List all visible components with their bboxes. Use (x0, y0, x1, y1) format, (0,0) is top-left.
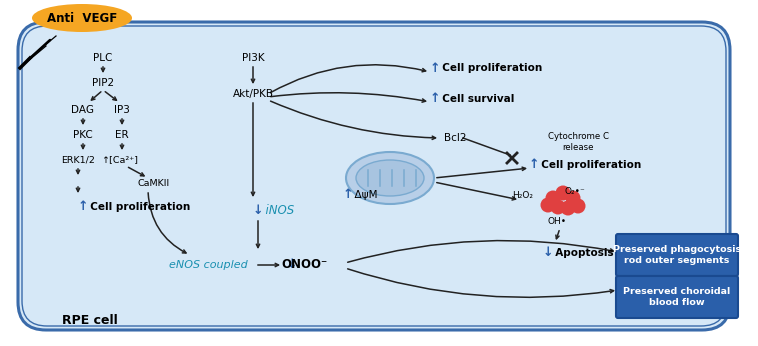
FancyBboxPatch shape (616, 276, 738, 318)
Text: ↑: ↑ (78, 200, 88, 213)
Text: ↓: ↓ (287, 258, 297, 272)
Text: Cell proliferation: Cell proliferation (534, 160, 641, 170)
Text: OH•: OH• (547, 218, 566, 227)
Text: ONOO⁻: ONOO⁻ (282, 258, 328, 272)
Circle shape (560, 200, 575, 216)
Circle shape (571, 199, 585, 213)
Text: Anti  VEGF: Anti VEGF (47, 11, 117, 25)
Text: PLC: PLC (93, 53, 113, 63)
Text: ↑: ↑ (529, 158, 539, 172)
Text: PIP2: PIP2 (92, 78, 114, 88)
Text: ↑: ↑ (343, 189, 353, 201)
Ellipse shape (346, 152, 434, 204)
Text: CaMKII: CaMKII (138, 180, 170, 189)
Text: IP3: IP3 (114, 105, 130, 115)
Text: ↑[Ca²⁺]: ↑[Ca²⁺] (102, 155, 139, 164)
Text: Bcl2: Bcl2 (443, 133, 466, 143)
Text: Cytochrome C
release: Cytochrome C release (547, 132, 609, 152)
Text: Akt/PKB: Akt/PKB (233, 89, 274, 99)
Text: O₂•⁻: O₂•⁻ (565, 188, 585, 197)
Circle shape (550, 200, 565, 215)
FancyBboxPatch shape (616, 234, 738, 276)
Text: ↓: ↓ (543, 246, 553, 260)
Text: ΔψM: ΔψM (348, 190, 377, 200)
Text: PKC: PKC (73, 130, 93, 140)
Text: Apoptosis: Apoptosis (548, 248, 614, 258)
Text: ↑: ↑ (430, 62, 440, 74)
Text: ↑: ↑ (430, 92, 440, 106)
Text: PI3K: PI3K (242, 53, 265, 63)
Ellipse shape (356, 160, 424, 196)
Text: RPE cell: RPE cell (62, 313, 117, 327)
Text: iNOS: iNOS (258, 203, 294, 217)
Text: ↓: ↓ (252, 203, 263, 217)
Circle shape (540, 198, 556, 212)
FancyBboxPatch shape (18, 22, 730, 330)
Text: Cell survival: Cell survival (435, 94, 515, 104)
Circle shape (556, 185, 571, 200)
Text: Preserved phagocytosis
rod outer segments: Preserved phagocytosis rod outer segment… (613, 245, 741, 265)
Text: Cell proliferation: Cell proliferation (435, 63, 542, 73)
Text: DAG: DAG (71, 105, 95, 115)
Text: ERK1/2: ERK1/2 (61, 155, 95, 164)
Circle shape (546, 191, 560, 206)
Circle shape (565, 191, 581, 206)
Text: ER: ER (115, 130, 129, 140)
Text: Cell proliferation: Cell proliferation (83, 202, 190, 212)
Text: Preserved choroidal
blood flow: Preserved choroidal blood flow (623, 287, 731, 307)
Text: eNOS coupled: eNOS coupled (168, 260, 247, 270)
Ellipse shape (32, 4, 132, 32)
Text: H₂O₂: H₂O₂ (512, 191, 533, 200)
